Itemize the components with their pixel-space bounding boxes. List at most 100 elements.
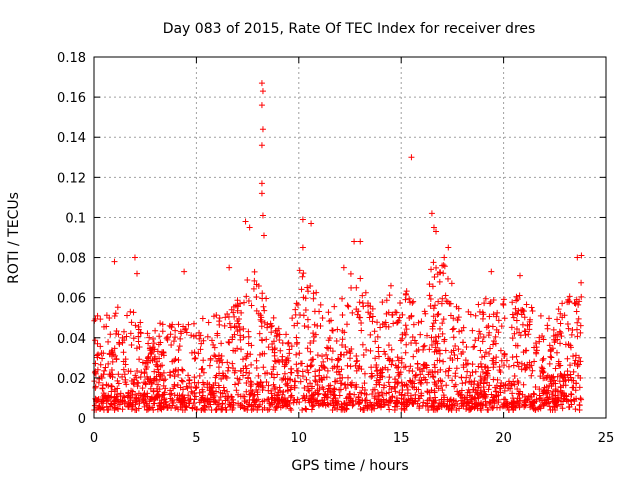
data-point	[539, 357, 546, 364]
data-point	[115, 331, 122, 338]
data-point	[139, 396, 146, 403]
data-point	[198, 366, 205, 373]
data-point	[475, 384, 482, 391]
data-point	[477, 360, 484, 367]
data-point	[458, 397, 465, 404]
data-point	[567, 397, 574, 404]
data-point	[383, 310, 390, 317]
data-point	[148, 349, 155, 356]
data-point	[231, 331, 238, 338]
data-point	[435, 333, 442, 340]
data-point	[475, 363, 482, 370]
data-point	[570, 396, 577, 403]
data-point	[145, 406, 152, 413]
data-point	[411, 337, 418, 344]
data-point	[348, 379, 355, 386]
data-point	[263, 336, 270, 343]
data-point	[449, 377, 456, 384]
data-point	[424, 332, 431, 339]
data-point	[127, 394, 134, 401]
data-point	[410, 321, 417, 328]
data-point	[200, 369, 207, 376]
data-point	[524, 396, 531, 403]
data-point	[329, 327, 336, 334]
data-point	[141, 369, 148, 376]
data-point	[177, 335, 184, 342]
data-point	[361, 380, 368, 387]
data-point	[515, 307, 522, 314]
data-point	[306, 387, 313, 394]
data-point	[493, 392, 500, 399]
data-point	[213, 388, 220, 395]
y-tick-label: 0.16	[57, 91, 86, 106]
data-point	[416, 405, 423, 412]
data-point	[207, 355, 214, 362]
data-point	[281, 363, 288, 370]
data-point	[319, 353, 326, 360]
data-point	[286, 346, 293, 353]
data-point	[527, 404, 534, 411]
data-point	[519, 391, 526, 398]
data-point	[359, 292, 366, 299]
data-point	[242, 363, 249, 370]
data-point	[399, 311, 406, 318]
data-point	[264, 369, 271, 376]
data-point	[390, 320, 397, 327]
data-point	[105, 382, 112, 389]
data-point	[569, 384, 576, 391]
data-point	[169, 396, 176, 403]
data-point	[362, 289, 369, 296]
data-point	[264, 321, 271, 328]
y-tick-label: 0.02	[57, 372, 86, 387]
data-point	[383, 390, 390, 397]
data-point	[415, 319, 422, 326]
data-point	[398, 379, 405, 386]
data-point	[510, 404, 517, 411]
data-point	[509, 335, 516, 342]
data-point	[553, 402, 560, 409]
data-point	[513, 297, 520, 304]
data-point	[409, 299, 416, 306]
data-point	[536, 386, 543, 393]
data-point	[100, 371, 107, 378]
data-point	[99, 382, 106, 389]
data-point	[303, 376, 310, 383]
data-point	[427, 303, 434, 310]
data-point	[497, 368, 504, 375]
data-point	[572, 387, 579, 394]
data-point	[196, 335, 203, 342]
data-point	[567, 342, 574, 349]
data-point	[528, 304, 535, 311]
data-point	[483, 370, 490, 377]
data-point	[316, 372, 323, 379]
data-point	[181, 394, 188, 401]
data-point	[271, 357, 278, 364]
data-point	[397, 300, 404, 307]
data-point	[394, 354, 401, 361]
data-point	[497, 389, 504, 396]
data-point	[334, 357, 341, 364]
data-point	[235, 320, 242, 327]
data-point	[433, 382, 440, 389]
data-point	[472, 337, 479, 344]
data-point	[423, 364, 430, 371]
data-point	[433, 228, 440, 235]
data-point	[525, 393, 532, 400]
data-point	[200, 357, 207, 364]
data-point	[304, 363, 311, 370]
data-point	[352, 362, 359, 369]
data-point	[489, 405, 496, 412]
data-point	[353, 306, 360, 313]
data-point	[146, 334, 153, 341]
data-point	[227, 403, 234, 410]
data-point	[532, 340, 539, 347]
data-point	[224, 311, 231, 318]
data-point	[520, 381, 527, 388]
data-point	[416, 366, 423, 373]
data-point	[435, 347, 442, 354]
data-point	[460, 364, 467, 371]
data-point	[308, 362, 315, 369]
data-point	[135, 338, 142, 345]
data-point	[317, 301, 324, 308]
data-point	[200, 381, 207, 388]
